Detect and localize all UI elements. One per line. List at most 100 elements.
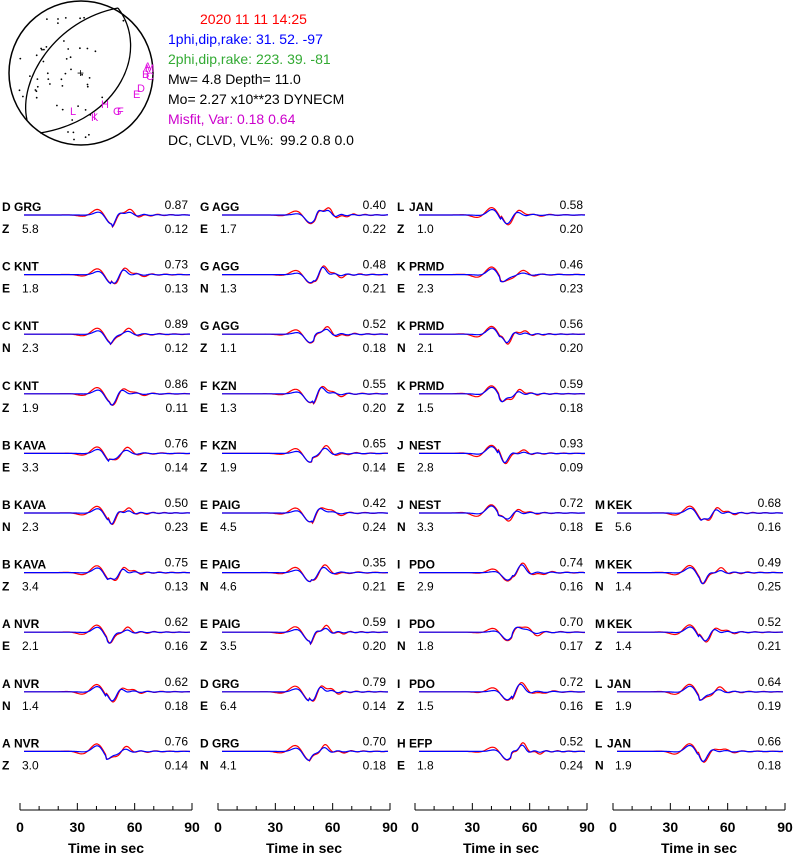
station-name: AGG — [212, 260, 239, 274]
axis-tick-label: 0 — [16, 819, 24, 835]
time-shift: 3.0 — [22, 758, 39, 772]
polarity-dot — [79, 47, 81, 50]
time-axes: 0 30 60 90 Time in sec 0 30 60 90 Time in sec 0 30 6… — [16, 803, 793, 856]
variance-value: 0.21 — [363, 580, 387, 594]
station-name: JAN — [607, 736, 631, 750]
synthetic-trace — [222, 566, 388, 583]
component-label: N — [595, 580, 604, 594]
time-axis: 0 30 60 90 Time in sec — [609, 803, 793, 856]
correlation-value: 0.35 — [363, 556, 387, 570]
waveform-panel: K PRMD E 2.3 0.46 0.23 — [397, 258, 585, 296]
waveform-panel: C KNT Z 1.9 0.86 0.11 — [2, 377, 191, 415]
correlation-value: 0.75 — [165, 556, 189, 570]
axis-title: Time in sec — [68, 840, 144, 856]
component-label: N — [397, 639, 406, 653]
correlation-value: 0.76 — [165, 436, 189, 450]
component-label: E — [397, 758, 405, 772]
synthetic-trace — [222, 627, 388, 646]
time-shift: 2.1 — [417, 341, 434, 355]
time-shift: 3.5 — [220, 639, 237, 653]
correlation-value: 0.62 — [165, 615, 189, 629]
event-datetime: 2020 11 11 14:25 — [200, 11, 307, 27]
dc-clvd-values: 99.2 0.8 0.0 — [280, 132, 354, 148]
dc-clvd-label: DC, CLVD, VL%: — [168, 132, 274, 148]
synthetic-trace — [419, 445, 585, 464]
nodal-plane-1 — [25, 7, 119, 121]
polarity-dot — [29, 75, 31, 77]
beachball-station-mark: D — [137, 83, 145, 95]
time-shift: 1.4 — [22, 699, 39, 713]
correlation-value: 0.46 — [560, 258, 584, 272]
time-shift: 2.8 — [417, 460, 434, 474]
component-label: E — [2, 460, 10, 474]
polarity-dot — [18, 89, 21, 92]
polarity-dot — [36, 78, 39, 80]
component-label: E — [2, 639, 10, 653]
time-shift: 1.8 — [22, 282, 39, 296]
station-name: GRG — [212, 677, 239, 691]
polarity-dot — [122, 19, 125, 22]
station-name: PAIG — [212, 617, 240, 631]
polarity-dot — [71, 119, 74, 121]
station-name: PRMD — [409, 379, 445, 393]
polarity-dot — [19, 57, 22, 60]
station-code: A — [2, 736, 11, 750]
waveform-panel: A NVR E 2.1 0.62 0.16 — [2, 615, 191, 653]
correlation-value: 0.74 — [560, 556, 584, 570]
beachball-station-mark: I — [93, 111, 96, 123]
component-label: Z — [200, 639, 207, 653]
axis-tick-label: 60 — [720, 819, 736, 835]
polarity-dot — [46, 72, 49, 75]
correlation-value: 0.72 — [560, 675, 584, 689]
station-name: KAVA — [14, 498, 47, 512]
waveform-panel: M KEK E 5.6 0.68 0.16 — [595, 496, 784, 534]
waveform-panel: I PDO E 2.9 0.74 0.16 — [397, 556, 586, 594]
station-name: PRMD — [409, 260, 445, 274]
component-label: N — [200, 580, 209, 594]
polarity-dot — [64, 17, 67, 19]
station-code: G — [200, 200, 209, 214]
variance-value: 0.14 — [165, 460, 189, 474]
correlation-value: 0.50 — [165, 496, 189, 510]
station-name: KZN — [212, 379, 237, 393]
component-label: N — [2, 699, 11, 713]
nodal-plane-1-text: 1phi,dip,rake: 31. 52. -97 — [168, 31, 323, 47]
time-shift: 1.8 — [417, 639, 434, 653]
polarity-dot — [40, 47, 42, 50]
station-code: I — [397, 617, 400, 631]
component-label: E — [595, 520, 603, 534]
time-shift: 3.4 — [22, 580, 39, 594]
synthetic-trace — [24, 685, 190, 702]
waveform-panel: H EFP E 1.8 0.52 0.24 — [397, 734, 586, 772]
variance-value: 0.20 — [560, 222, 584, 236]
synthetic-trace — [222, 686, 389, 702]
station-name: KEK — [607, 558, 633, 572]
beachball-outline — [8, 0, 154, 146]
station-name: NVR — [14, 617, 40, 631]
time-shift: 1.7 — [220, 222, 237, 236]
component-label: Z — [2, 758, 9, 772]
waveform-panel: F KZN E 1.3 0.55 0.20 — [200, 377, 389, 415]
variance-value: 0.12 — [165, 341, 189, 355]
component-label: N — [2, 520, 11, 534]
synthetic-trace — [24, 626, 190, 644]
variance-value: 0.24 — [560, 758, 584, 772]
synthetic-trace — [419, 744, 586, 761]
synthetic-trace — [222, 266, 388, 284]
synthetic-trace — [222, 328, 388, 344]
axis-tick-label: 30 — [268, 819, 284, 835]
synthetic-trace — [617, 566, 783, 585]
beachball-station-mark: E — [133, 89, 140, 101]
beachball-station-mark: C — [146, 71, 154, 83]
synthetic-trace — [617, 744, 783, 762]
time-shift: 2.3 — [22, 341, 39, 355]
correlation-value: 0.89 — [165, 317, 189, 331]
component-label: E — [397, 460, 405, 474]
time-shift: 1.4 — [615, 580, 632, 594]
station-name: KNT — [14, 319, 39, 333]
synthetic-trace — [617, 507, 784, 521]
